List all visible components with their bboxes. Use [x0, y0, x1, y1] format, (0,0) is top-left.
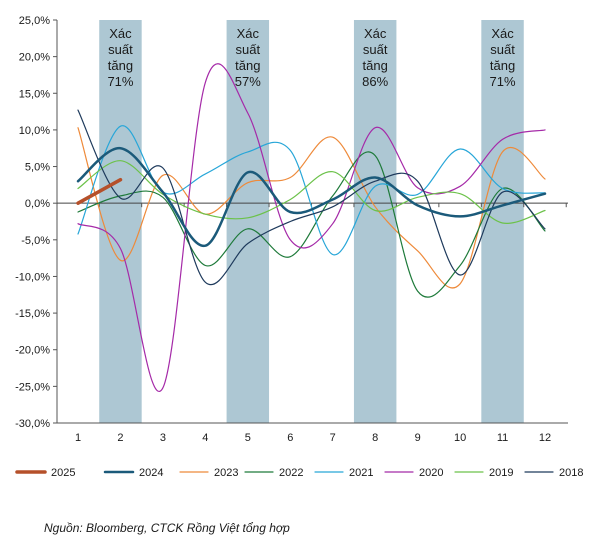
band-label-3-line-2: suất: [363, 42, 388, 57]
series-line-2020: [77, 63, 546, 392]
x-tick-label: 4: [202, 432, 208, 444]
legend-label-2024: 2024: [139, 467, 163, 479]
legend-label-2019: 2019: [489, 467, 513, 479]
band-label-2-line-4: 57%: [235, 74, 261, 89]
y-tick-label: -30,0%: [15, 418, 50, 430]
y-tick-label: 20,0%: [19, 52, 50, 64]
y-tick-label: -25,0%: [15, 381, 50, 393]
band-label-4-line-4: 71%: [490, 74, 516, 89]
y-tick-label: 5,0%: [25, 162, 50, 174]
series-line-2019: [77, 160, 546, 224]
band-label-2-line-2: suất: [236, 42, 261, 57]
y-tick-label: -15,0%: [15, 308, 50, 320]
y-tick-label: 15,0%: [19, 88, 50, 100]
axes: 25,0% 20,0% 15,0% 10,0% 5,0% 0,0% -5,0% -10,0% -…: [15, 15, 568, 444]
source-note: Nguồn: Bloomberg, CTCK Rồng Việt tổng hợ…: [44, 521, 290, 535]
band-label-4-line-3: tăng: [490, 58, 515, 73]
y-tick-label: 25,0%: [19, 15, 50, 27]
y-tick-label: -20,0%: [15, 345, 50, 357]
series-line-2018: [77, 109, 546, 286]
legend-label-2021: 2021: [349, 467, 373, 479]
legend-label-2018: 2018: [559, 467, 583, 479]
band-label-2-line-3: tăng: [235, 58, 260, 73]
x-tick-label: 6: [287, 432, 293, 444]
series-line-2025: [76, 177, 123, 205]
series-line-2023: [77, 127, 546, 289]
band-label-4-line-2: suất: [490, 42, 515, 57]
series-line-2021: [77, 125, 546, 256]
band-3: [353, 20, 397, 423]
band-label-1-line-2: suất: [108, 42, 133, 57]
x-tick-label: 2: [117, 432, 123, 444]
x-tick-label: 3: [160, 432, 166, 444]
y-tick-label: -5,0%: [21, 235, 50, 247]
series-lines: [76, 63, 547, 392]
x-tick-label: 1: [75, 432, 81, 444]
x-tick-label: 10: [454, 432, 466, 444]
band-labels: Xácsuấttăng71%Xácsuấttăng57%Xácsuấttăng8…: [107, 26, 516, 89]
x-tick-label: 7: [330, 432, 336, 444]
legend-label-2023: 2023: [214, 467, 238, 479]
y-tick-label: 0,0%: [25, 198, 50, 210]
band-label-3-line-4: 86%: [362, 74, 388, 89]
x-tick-label: 8: [372, 432, 378, 444]
band-2: [226, 20, 270, 423]
x-tick-label: 12: [539, 432, 551, 444]
band-1: [99, 20, 142, 423]
probability-bands: [99, 20, 524, 423]
series-line-2024: [76, 146, 547, 247]
legend: 2025 2024 2023 2022 2021 2020 2019 2018: [15, 467, 583, 479]
band-label-1-line-4: 71%: [107, 74, 133, 89]
x-tick-label: 11: [497, 432, 508, 444]
band-label-1-line-3: tăng: [108, 58, 133, 73]
x-tick-label: 5: [245, 432, 251, 444]
x-tick-label: 9: [415, 432, 421, 444]
legend-label-2022: 2022: [279, 467, 303, 479]
band-label-3-line-1: Xác: [364, 26, 387, 41]
band-label-4-line-1: Xác: [491, 26, 514, 41]
band-label-2-line-1: Xác: [237, 26, 260, 41]
band-label-3-line-3: tăng: [363, 58, 388, 73]
band-label-1-line-1: Xác: [109, 26, 132, 41]
legend-label-2025: 2025: [51, 467, 75, 479]
y-tick-label: -10,0%: [15, 271, 50, 283]
y-tick-label: 10,0%: [19, 125, 50, 137]
legend-label-2020: 2020: [419, 467, 443, 479]
